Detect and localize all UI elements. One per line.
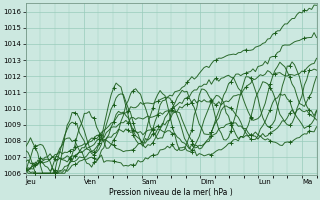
- X-axis label: Pression niveau de la mer( hPa ): Pression niveau de la mer( hPa ): [109, 188, 233, 197]
